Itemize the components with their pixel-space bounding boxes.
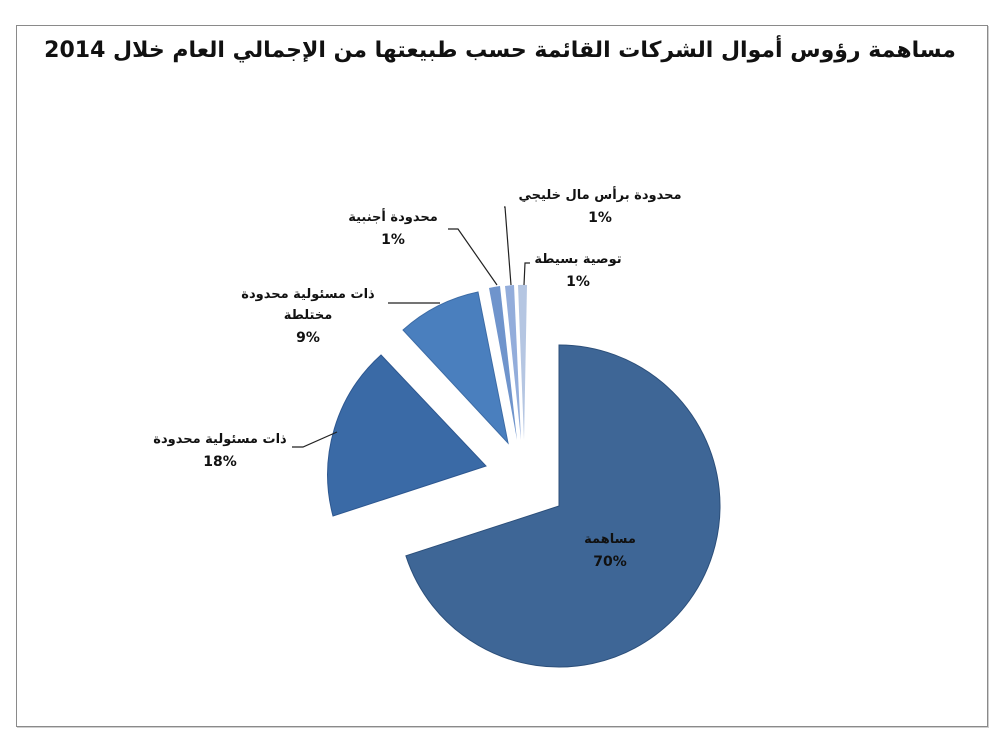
label-llc-pct: 18%	[203, 453, 237, 470]
slice-llc	[327, 354, 487, 517]
label-gulf-pct: 1%	[588, 209, 612, 226]
label-simple: توصية بسيطة 1%	[528, 250, 628, 293]
label-llc-mixed-line2: مختلطة	[283, 307, 333, 323]
slice-llc-mixed	[402, 291, 509, 445]
leader-line-llc	[292, 431, 338, 448]
chart-title: مساهمة رؤوس أموال الشركات القائمة حسب طب…	[44, 38, 956, 63]
label-foreign: محدودة أجنبية 1%	[338, 208, 448, 251]
label-llc-mixed: ذات مسئولية محدودة مختلطة 9%	[228, 285, 388, 349]
label-simple-pct: 1%	[566, 273, 590, 290]
slice-foreign	[489, 286, 517, 440]
label-simple-name: توصية بسيطة	[534, 252, 622, 267]
label-musahama-name: مساهمة	[584, 532, 636, 547]
label-llc-mixed-line1: ذات مسئولية محدودة	[241, 287, 375, 302]
label-llc-name: ذات مسئولية محدودة	[153, 432, 287, 447]
leader-line-simple	[523, 262, 530, 286]
label-musahama-pct: 70%	[593, 553, 627, 570]
label-musahama: مساهمة 70%	[560, 530, 660, 573]
leader-line-foreign	[448, 228, 498, 286]
slice-gulf	[505, 285, 521, 440]
label-llc-mixed-pct: 9%	[296, 329, 320, 346]
label-gulf-name: محدودة برأس مال خليجي	[518, 188, 682, 203]
label-gulf: محدودة برأس مال خليجي 1%	[500, 186, 700, 229]
slice-simple	[518, 284, 527, 440]
label-llc: ذات مسئولية محدودة 18%	[140, 430, 300, 473]
slice-musahama	[405, 344, 721, 668]
label-foreign-pct: 1%	[381, 231, 405, 248]
leader-line-gulf	[504, 206, 512, 286]
label-foreign-name: محدودة أجنبية	[348, 210, 438, 225]
